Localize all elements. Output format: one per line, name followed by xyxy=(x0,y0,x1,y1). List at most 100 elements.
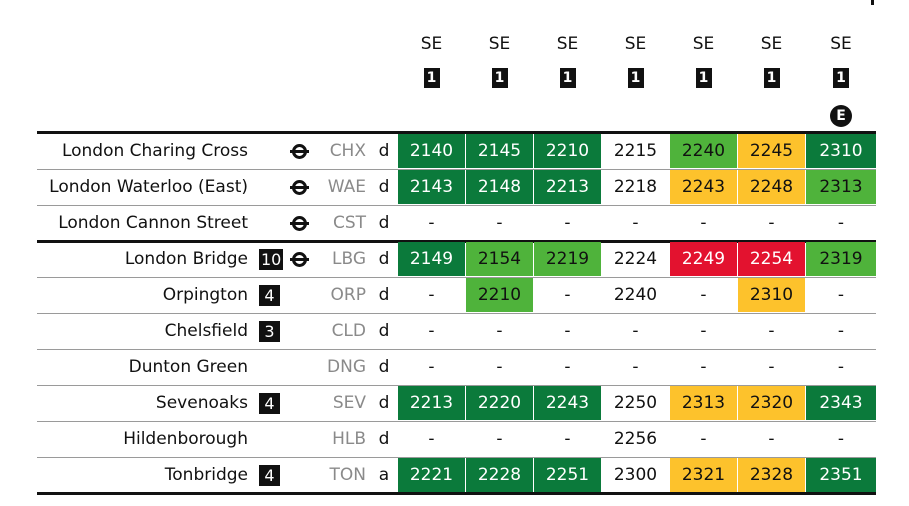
time-cell: 2218 xyxy=(613,177,658,197)
row-divider xyxy=(37,277,876,278)
operator: SE xyxy=(830,34,852,54)
code: ORP xyxy=(330,285,366,305)
time-cell: 2319 xyxy=(806,242,876,276)
time-cell: 2243 xyxy=(534,386,601,420)
time-cell: - xyxy=(496,321,503,341)
time-cell: 2313 xyxy=(806,170,876,204)
time-cell: - xyxy=(700,213,707,233)
badge: 1 xyxy=(763,68,780,88)
time-cell: 2213 xyxy=(398,386,465,420)
time-cell: 2254 xyxy=(738,242,805,276)
time-cell: 2313 xyxy=(670,386,737,420)
time-cell: - xyxy=(700,285,707,305)
time-cell: - xyxy=(837,285,845,305)
station: London Cannon Street xyxy=(58,213,248,233)
time-cell: - xyxy=(632,321,639,341)
tube-bar xyxy=(290,258,309,261)
row-divider xyxy=(37,385,876,386)
platform: 3 xyxy=(259,321,280,342)
station: London Charing Cross xyxy=(61,141,248,161)
code: CLD xyxy=(331,321,366,341)
stop-type: d xyxy=(378,141,390,161)
time-cell: 2240 xyxy=(613,285,658,305)
stop-type: a xyxy=(378,465,390,485)
time-cell: - xyxy=(700,357,707,377)
time-cell: - xyxy=(496,357,503,377)
platform: 4 xyxy=(259,393,280,414)
time-cell: - xyxy=(768,357,775,377)
time-cell: - xyxy=(428,357,435,377)
time-cell: - xyxy=(564,285,571,305)
stop-type: d xyxy=(378,213,390,233)
station: Sevenoaks xyxy=(155,393,248,413)
time-cell: 2143 xyxy=(398,170,465,204)
time-cell: 2210 xyxy=(534,134,601,168)
operator: SE xyxy=(556,34,579,54)
row-divider xyxy=(37,349,876,350)
row-divider xyxy=(37,421,876,422)
time-cell: 2154 xyxy=(466,242,533,276)
badge: 1 xyxy=(423,68,440,88)
time-cell: 2351 xyxy=(806,458,876,492)
code: TON xyxy=(329,465,366,485)
time-cell: - xyxy=(768,429,775,449)
station: London Bridge xyxy=(124,249,248,269)
time-cell: 2248 xyxy=(738,170,805,204)
time-cell: - xyxy=(428,285,435,305)
time-cell: 2300 xyxy=(613,465,658,485)
time-cell: 2343 xyxy=(806,386,876,420)
note: E xyxy=(830,105,852,127)
stop-type: d xyxy=(378,429,390,449)
station: Orpington xyxy=(162,285,248,305)
time-cell: 2245 xyxy=(738,134,805,168)
time-cell: 2251 xyxy=(534,458,601,492)
operator: SE xyxy=(624,34,647,54)
rule xyxy=(37,492,876,495)
time-cell: 2328 xyxy=(738,458,805,492)
stop-type: d xyxy=(378,177,390,197)
time-cell: 2310 xyxy=(738,278,805,312)
row-divider xyxy=(37,457,876,458)
time-cell: 2310 xyxy=(806,134,876,168)
station: Chelsfield xyxy=(164,321,248,341)
operator: SE xyxy=(488,34,511,54)
time-cell: - xyxy=(428,213,435,233)
row-divider xyxy=(37,169,876,170)
time-cell: 2249 xyxy=(670,242,737,276)
time-cell: - xyxy=(428,429,435,449)
badge: 1 xyxy=(491,68,508,88)
code: CHX xyxy=(329,141,366,161)
rule xyxy=(37,240,876,243)
time-cell: - xyxy=(564,357,571,377)
code: DNG xyxy=(327,357,366,377)
time-cell: 2220 xyxy=(466,386,533,420)
time-cell: 2140 xyxy=(398,134,465,168)
time-cell: 2240 xyxy=(670,134,737,168)
time-cell: - xyxy=(837,321,845,341)
time-cell: - xyxy=(564,213,571,233)
row-divider xyxy=(37,313,876,314)
badge: 1 xyxy=(695,68,712,88)
time-cell: 2221 xyxy=(398,458,465,492)
station: Dunton Green xyxy=(128,357,248,377)
rule xyxy=(37,131,876,134)
time-cell: 2219 xyxy=(534,242,601,276)
time-cell: 2145 xyxy=(466,134,533,168)
time-cell: - xyxy=(768,321,775,341)
time-cell: 2149 xyxy=(398,242,465,276)
row-divider xyxy=(37,205,876,206)
station: Tonbridge xyxy=(164,465,248,485)
time-cell: - xyxy=(428,321,435,341)
time-cell: - xyxy=(837,213,845,233)
time-cell: - xyxy=(564,321,571,341)
time-cell: - xyxy=(700,321,707,341)
time-cell: 2256 xyxy=(613,429,658,449)
tube-bar xyxy=(290,186,309,189)
edge-mark xyxy=(871,0,874,5)
badge: 1 xyxy=(559,68,576,88)
time-cell: - xyxy=(496,213,503,233)
time-cell: - xyxy=(564,429,571,449)
time-cell: 2148 xyxy=(466,170,533,204)
time-cell: - xyxy=(700,429,707,449)
operator: SE xyxy=(760,34,783,54)
